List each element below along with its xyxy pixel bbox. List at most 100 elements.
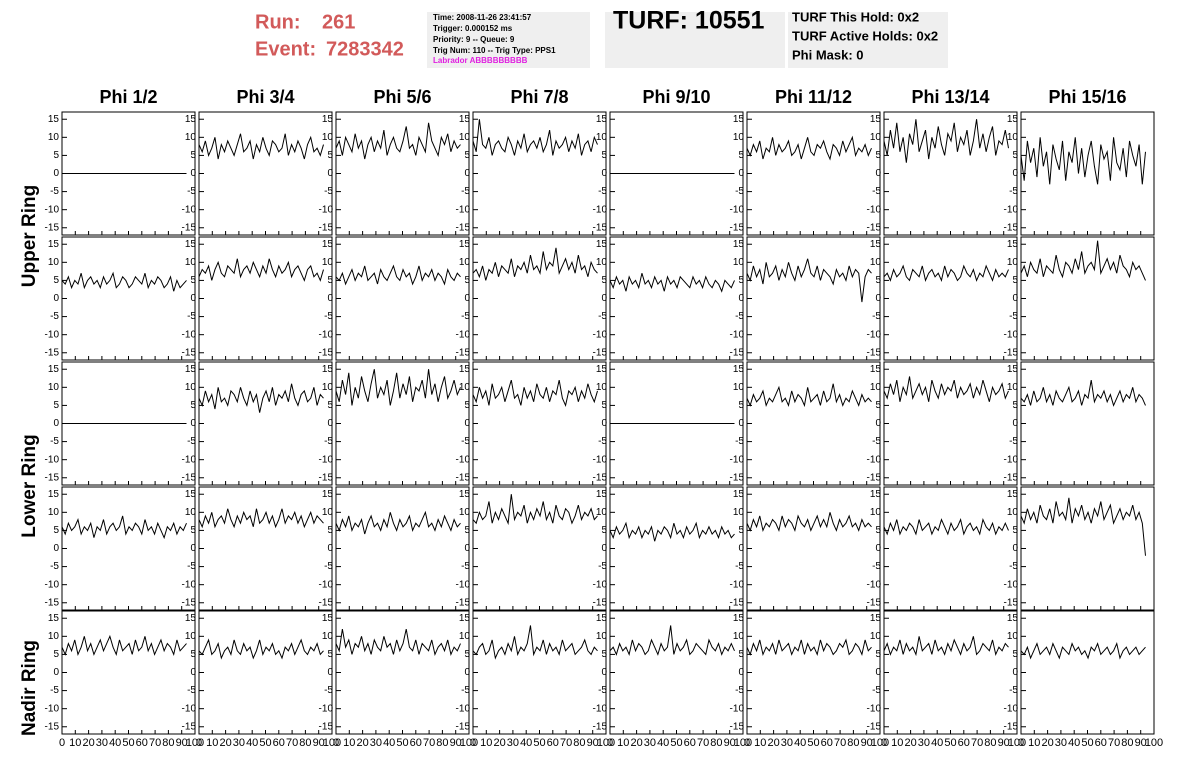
panel-frame — [61, 610, 196, 735]
column-title: Phi 13/14 — [911, 87, 989, 107]
y-tick-label: 0 — [738, 418, 744, 429]
waveform — [609, 625, 735, 657]
y-tick-label: -5 — [1009, 436, 1018, 447]
y-tick-label: -5 — [598, 436, 607, 447]
y-tick-label: 5 — [601, 275, 607, 286]
x-tick-label: 0 — [607, 737, 613, 749]
y-tick-label: -5 — [324, 685, 333, 696]
y-tick-label: 0 — [190, 418, 196, 429]
panel-frame — [198, 361, 333, 486]
y-tick-label: 5 — [190, 275, 196, 286]
waveform — [335, 122, 461, 160]
y-tick-label: 15 — [185, 364, 197, 375]
y-tick-label: 5 — [327, 649, 333, 660]
y-tick-label: 0 — [190, 293, 196, 304]
y-tick-label: 10 — [322, 507, 334, 518]
y-tick-label: -10 — [1004, 579, 1019, 590]
y-tick-label: 5 — [327, 275, 333, 286]
panel-frame — [746, 486, 881, 611]
x-tick-label: 80 — [710, 737, 722, 749]
y-tick-label: 5 — [327, 150, 333, 161]
y-tick-label: 15 — [459, 114, 471, 125]
panel-frame — [1020, 486, 1155, 611]
panel-frame — [1020, 361, 1155, 486]
y-tick-label: -15 — [730, 597, 745, 608]
y-tick-label: 0 — [53, 293, 59, 304]
y-tick-label: 0 — [190, 667, 196, 678]
x-tick-label: 40 — [246, 737, 258, 749]
y-tick-label: 15 — [870, 613, 882, 624]
y-tick-label: 5 — [1012, 150, 1018, 161]
y-tick-label: -15 — [456, 347, 471, 358]
waveform — [198, 638, 324, 660]
panel-frame — [746, 610, 881, 735]
y-tick-label: 15 — [48, 613, 60, 624]
x-tick-label: 70 — [286, 737, 298, 749]
panel-frame — [883, 610, 1018, 735]
y-tick-label: 10 — [48, 382, 60, 393]
panel-frame — [1020, 236, 1155, 361]
x-tick-label: 40 — [794, 737, 806, 749]
y-tick-label: -10 — [867, 204, 882, 215]
run-label: Run: — [255, 11, 301, 33]
x-tick-label: 90 — [861, 737, 873, 749]
y-tick-label: 15 — [48, 364, 60, 375]
x-tick-label: 50 — [533, 737, 545, 749]
y-tick-label: 10 — [459, 132, 471, 143]
y-tick-label: 5 — [190, 525, 196, 536]
waveform — [61, 271, 187, 292]
y-tick-label: -5 — [187, 186, 196, 197]
y-tick-label: -15 — [45, 721, 60, 732]
y-tick-label: 15 — [1007, 239, 1019, 250]
y-tick-label: 10 — [596, 132, 608, 143]
y-tick-label: -15 — [319, 472, 334, 483]
event-number: 7283342 — [326, 38, 404, 60]
y-tick-label: -15 — [867, 721, 882, 732]
waveform — [609, 521, 735, 542]
waveform — [198, 258, 324, 282]
x-tick-label: 10 — [480, 737, 492, 749]
y-tick-label: -5 — [598, 311, 607, 322]
panel-frame — [1020, 610, 1155, 735]
y-tick-label: 5 — [53, 400, 59, 411]
y-tick-label: 15 — [459, 613, 471, 624]
y-tick-label: 0 — [53, 543, 59, 554]
x-tick-label: 30 — [918, 737, 930, 749]
y-tick-label: 5 — [738, 150, 744, 161]
waveform — [1020, 641, 1146, 660]
y-tick-label: 5 — [190, 649, 196, 660]
waveform — [609, 273, 735, 293]
y-tick-label: 0 — [875, 418, 881, 429]
y-tick-label: 10 — [48, 631, 60, 642]
y-tick-label: -5 — [598, 186, 607, 197]
y-tick-label: 10 — [48, 507, 60, 518]
turf-box — [605, 12, 785, 68]
info-line: Time: 2008-11-26 23:41:57 — [433, 13, 532, 22]
panel-frame — [198, 111, 333, 236]
x-tick-label: 10 — [891, 737, 903, 749]
y-tick-label: 10 — [459, 382, 471, 393]
x-tick-label: 90 — [313, 737, 325, 749]
ring-label: Nadir Ring — [19, 640, 40, 736]
x-tick-label: 0 — [881, 737, 887, 749]
y-tick-label: -5 — [872, 436, 881, 447]
x-tick-label: 50 — [122, 737, 134, 749]
waveform — [472, 625, 598, 660]
x-tick-label: 70 — [149, 737, 161, 749]
panel-frame — [883, 236, 1018, 361]
x-tick-label: 50 — [396, 737, 408, 749]
y-tick-label: 10 — [185, 631, 197, 642]
y-tick-label: -10 — [1004, 454, 1019, 465]
y-tick-label: 10 — [185, 382, 197, 393]
x-tick-label: 80 — [299, 737, 311, 749]
y-tick-label: 5 — [601, 649, 607, 660]
y-tick-label: 0 — [327, 543, 333, 554]
y-tick-label: 5 — [738, 400, 744, 411]
y-tick-label: 0 — [327, 418, 333, 429]
waveform — [335, 628, 461, 657]
y-tick-label: 0 — [464, 418, 470, 429]
panel-frame — [472, 361, 607, 486]
y-tick-label: -10 — [730, 329, 745, 340]
panel-frame — [198, 236, 333, 361]
